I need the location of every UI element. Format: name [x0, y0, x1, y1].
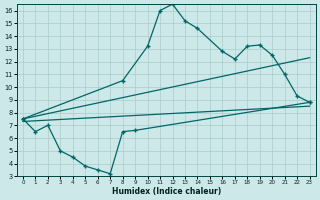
- X-axis label: Humidex (Indice chaleur): Humidex (Indice chaleur): [112, 187, 221, 196]
